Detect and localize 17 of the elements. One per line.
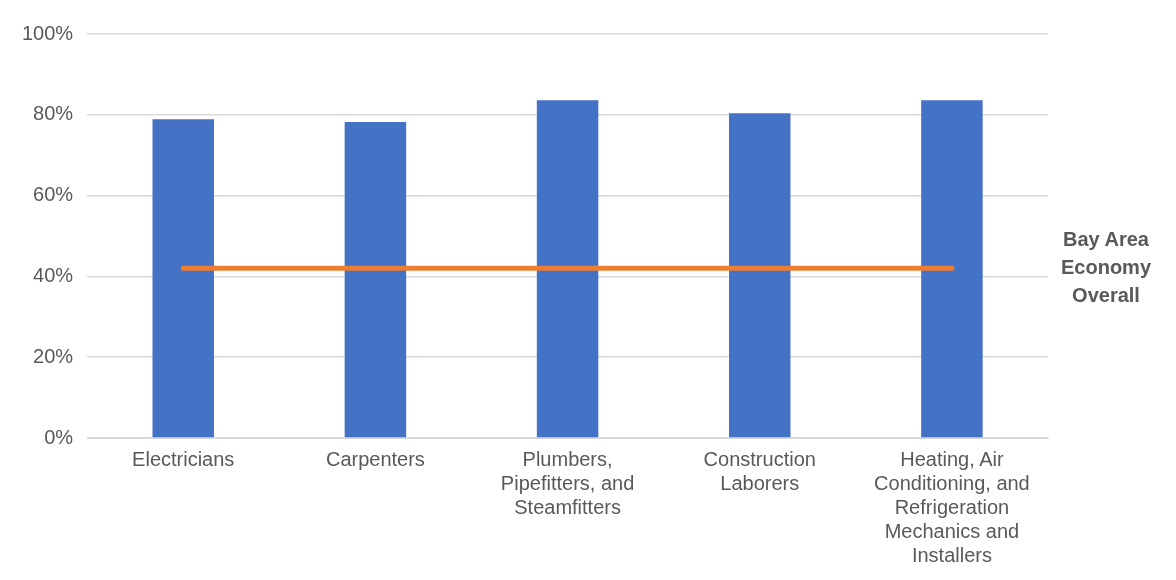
y-tick-label: 60% <box>33 183 74 206</box>
text: Bay Area Economy Overall <box>1060 227 1152 306</box>
bar <box>344 122 407 438</box>
x-tick-label: Heating, Air Conditioning, and Refrigeration Mechanics and Installers <box>874 447 1030 566</box>
bar <box>152 119 214 438</box>
x-tick-label: Construction Laborers <box>703 447 816 494</box>
y-tick-label: 0% <box>44 425 74 448</box>
y-tick-label: 80% <box>33 102 74 125</box>
x-tick-label: Carpenters <box>325 447 425 470</box>
bar <box>729 113 791 438</box>
y-tick-label: 100% <box>22 21 74 44</box>
bar <box>921 100 983 438</box>
x-tick-label: Plumbers, Pipefitters, and Steamfitters <box>500 447 635 518</box>
y-tick-label: 40% <box>33 263 74 286</box>
y-tick-label: 20% <box>33 344 74 367</box>
x-tick-label: Electricians <box>132 447 235 470</box>
bar <box>536 100 599 438</box>
